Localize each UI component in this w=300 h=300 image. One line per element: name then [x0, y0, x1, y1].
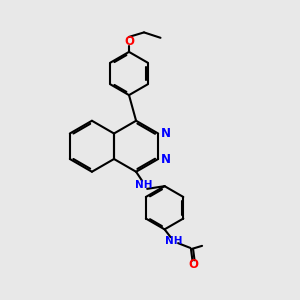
Text: NH: NH [165, 236, 182, 246]
Text: N: N [160, 127, 171, 140]
Text: N: N [160, 152, 171, 166]
Text: O: O [124, 35, 134, 48]
Text: NH: NH [135, 180, 152, 190]
Text: O: O [189, 258, 199, 271]
